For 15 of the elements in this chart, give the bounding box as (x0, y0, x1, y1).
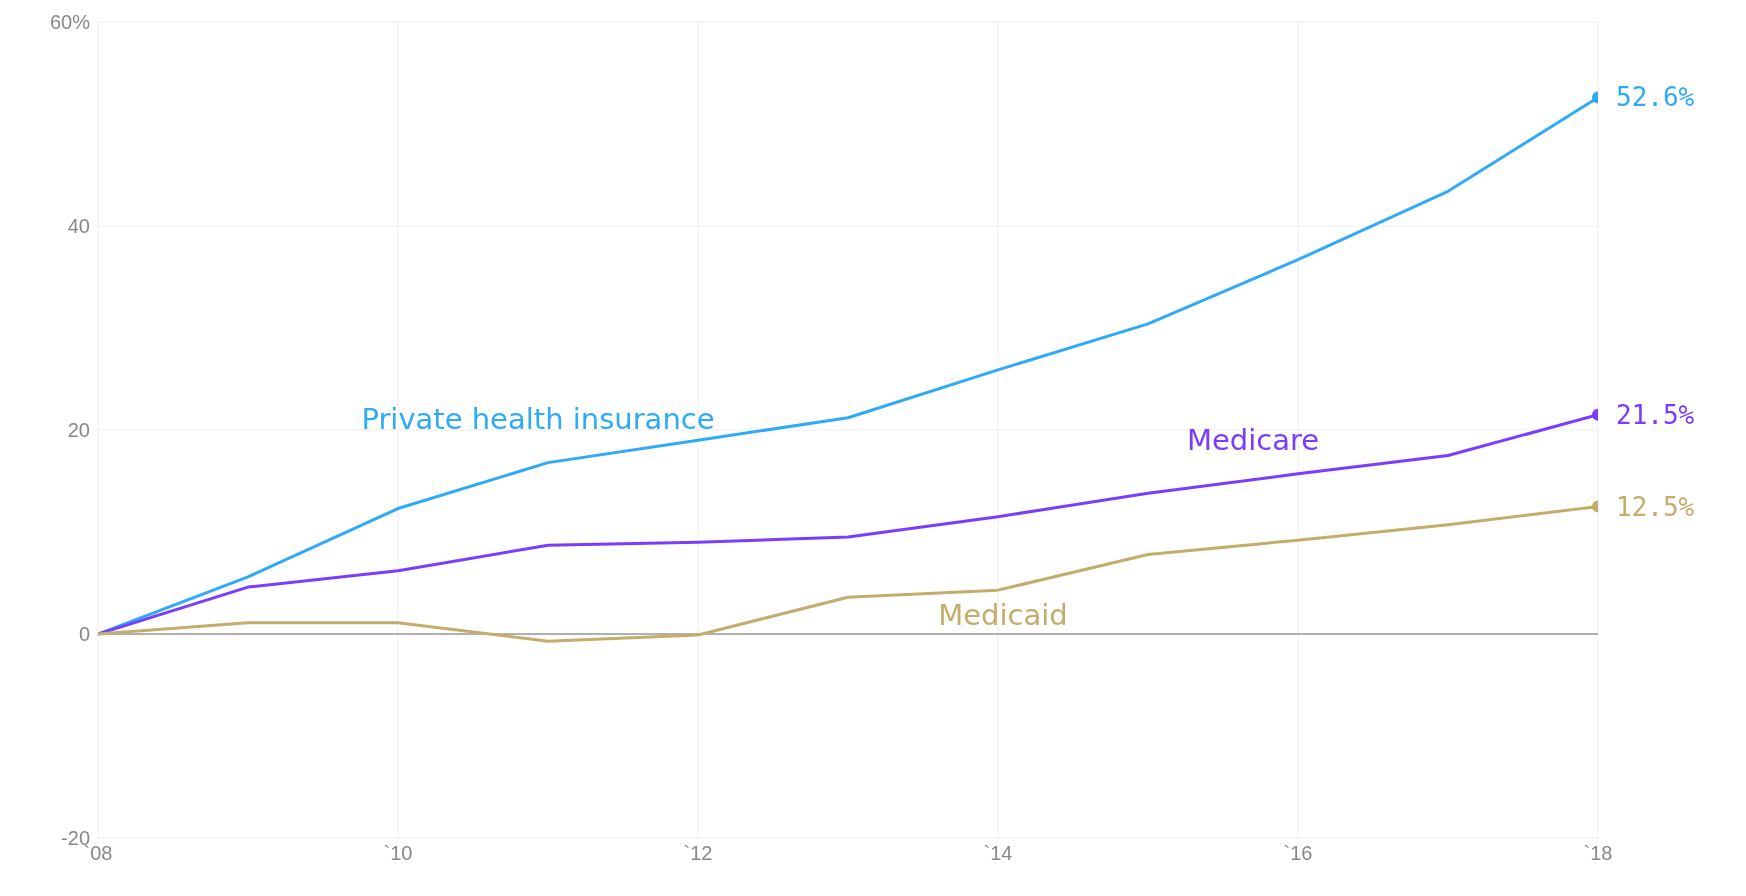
series-label: Medicare (1186, 423, 1320, 458)
x-tick-label: `14 (983, 842, 1013, 865)
y-tick-label: 0 (78, 623, 90, 646)
data-label: 21.5% (1616, 399, 1695, 430)
data-label: 52.6% (1616, 82, 1695, 113)
series-label: Private health insurance (361, 401, 715, 436)
y-tick-label: 40 (67, 215, 90, 238)
x-tick-label: `10 (383, 842, 413, 865)
y-tick-label: 60% (49, 11, 91, 34)
x-tick-label: `18 (1583, 842, 1613, 865)
x-tick-label: `16 (1283, 842, 1313, 865)
y-tick-label: 20 (67, 419, 90, 442)
data-label: 12.5% (1616, 491, 1695, 522)
series-label: Medicaid (938, 598, 1068, 633)
x-tick-label: `12 (683, 842, 713, 865)
